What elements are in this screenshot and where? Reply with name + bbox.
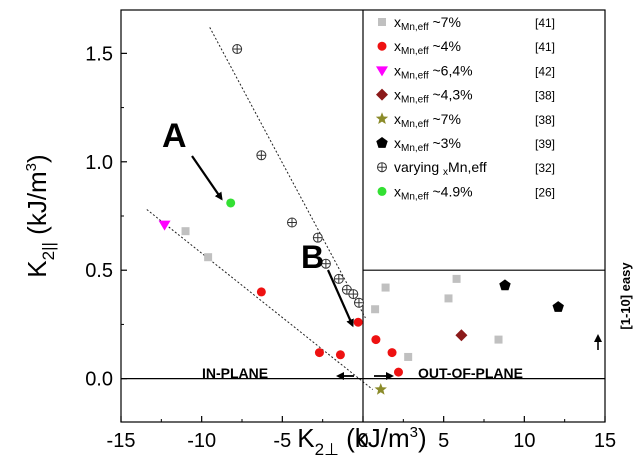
data-point-circle (393, 367, 403, 377)
data-point-circle (226, 198, 236, 208)
legend-entry-label: varying xMn,eff (394, 159, 487, 178)
x-axis-label: K2⊥ (kJ/m3) (297, 423, 426, 459)
in-plane-label: IN-PLANE (202, 365, 268, 381)
legend-entry-label: xMn,eff ~3% (394, 135, 461, 154)
easy-axis-label: [1-10] easy (618, 262, 633, 330)
data-point-circle-cross (353, 297, 364, 308)
legend-entry-label: xMn,eff ~7% (394, 14, 461, 33)
data-point-circle-cross (232, 44, 243, 55)
legend-entry-ref: [38] (535, 89, 555, 103)
y-axis-label: K2|| (kJ/m3) (22, 154, 58, 277)
legend: xMn,eff ~7% [41] xMn,eff ~4% [41] xMn,eff ~6… (375, 14, 555, 202)
data-point-circle (387, 348, 397, 358)
legend-entry-ref: [39] (535, 137, 555, 151)
data-point-pentagon (376, 137, 388, 148)
legend-entry-ref: [38] (535, 113, 555, 127)
data-point-square (181, 227, 190, 236)
data-point-triangle (376, 66, 388, 77)
data-point-pentagon (552, 301, 564, 312)
out-of-plane-label: OUT-OF-PLANE (418, 365, 523, 381)
data-point-circle-cross (377, 162, 387, 173)
arrow-b (326, 269, 354, 328)
legend-entry-ref: [42] (535, 64, 555, 78)
data-point-circle (377, 186, 387, 196)
data-point-square (452, 274, 461, 283)
data-point-square (444, 294, 453, 303)
y-tick-label: 1.0 (85, 152, 113, 174)
legend-entry-label: xMn,eff ~4.9% (394, 183, 473, 202)
legend-entry-label: xMn,eff ~4,3% (394, 87, 473, 106)
data-point-square (371, 305, 380, 314)
x-tick-label: 10 (513, 430, 535, 452)
data-point-circle-cross (256, 150, 267, 161)
data-point-circle (353, 317, 363, 327)
data-point-square (204, 253, 213, 262)
annotation-label-a: A (162, 117, 187, 155)
y-tick-label: 0.0 (85, 369, 113, 391)
legend-entry-ref: [41] (535, 16, 555, 30)
data-point-circle-cross (312, 232, 323, 243)
legend-entry-ref: [32] (535, 161, 555, 175)
axis-labels: K2⊥ (kJ/m3) K2|| (kJ/m3) (22, 154, 427, 459)
data-point-triangle (158, 220, 171, 231)
x-tick-label: -5 (273, 430, 291, 452)
data-point-square (381, 283, 390, 292)
legend-entry-label: xMn,eff ~6,4% (394, 62, 473, 81)
data-point-star (374, 382, 387, 395)
legend-entry-ref: [26] (535, 185, 555, 199)
data-point-pentagon (499, 279, 511, 291)
x-tick-label: 5 (438, 430, 449, 452)
y-tick-label: 1.5 (85, 43, 113, 65)
data-point-circle-cross (287, 217, 298, 228)
data-point-star (375, 112, 389, 125)
data-point-circle-cross (320, 258, 331, 269)
data-point-square (378, 18, 386, 26)
x-tick-label: -15 (107, 430, 136, 452)
x-tick-label: -10 (187, 430, 216, 452)
data-point-circle-cross (348, 289, 359, 300)
data-point-circle (377, 41, 387, 51)
data-point-circle (314, 348, 324, 358)
x-tick-label: 0 (357, 430, 368, 452)
arrow-a (191, 155, 223, 201)
trend-line (209, 27, 366, 319)
annotation-label-b: B (301, 239, 324, 275)
data-points (158, 44, 564, 395)
data-point-diamond (376, 88, 388, 101)
legend-entry-label: xMn,eff ~7% (394, 111, 461, 130)
legend-entry-label: xMn,eff ~4% (394, 38, 461, 57)
data-point-circle (256, 287, 266, 297)
annotations: A B IN-PLANE OUT-OF-PLANE [1-10] easy (162, 117, 633, 381)
data-point-diamond (455, 329, 468, 342)
legend-entry-ref: [41] (535, 40, 555, 54)
data-point-circle (335, 350, 345, 360)
axes: -15 -10 -5 0 5 10 15 0.0 0.5 1.0 1.5 (85, 9, 616, 452)
data-point-circle (371, 335, 381, 345)
trend-line (146, 209, 373, 390)
data-point-square (404, 352, 413, 361)
trend-lines (146, 27, 373, 390)
y-tick-label: 0.5 (85, 260, 113, 282)
data-point-circle-cross (333, 273, 344, 284)
data-point-square (494, 335, 503, 344)
x-tick-label: 15 (594, 430, 616, 452)
